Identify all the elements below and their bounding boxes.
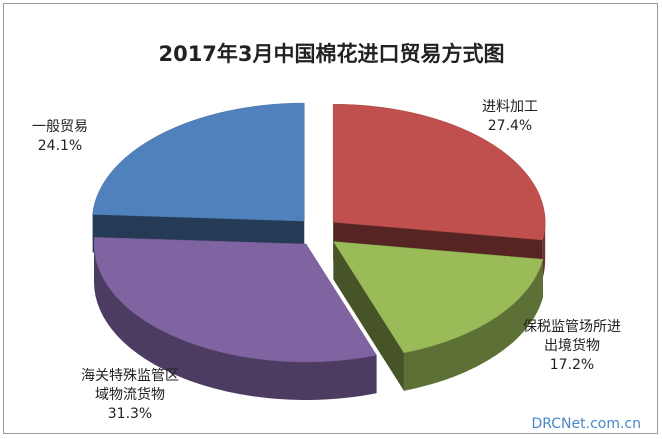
slice-wall [542, 222, 546, 278]
value-label: 31.3% [107, 406, 153, 422]
slice-side [333, 241, 404, 391]
slice-label: 海关特殊监管区域物流货物 31.3% [78, 367, 182, 424]
pie-slice [332, 103, 546, 241]
value-label: 27.4% [487, 118, 533, 134]
slice-wall [93, 243, 377, 400]
slice-label: 保税监管场所进出境货物 17.2% [520, 318, 624, 375]
category-label: 海关特殊监管区域物流货物 [81, 368, 179, 403]
category-label: 进料加工 [482, 99, 538, 115]
slice-label: 一般贸易 24.1% [8, 118, 112, 156]
category-label: 一般贸易 [32, 119, 88, 135]
value-label: 24.1% [37, 138, 83, 154]
chart-frame [3, 3, 658, 434]
slice-label: 进料加工 27.4% [458, 98, 562, 136]
pie-slice [92, 102, 305, 222]
category-label: 保税监管场所进出境货物 [523, 319, 621, 354]
watermark: DRCNet.com.cn [531, 416, 641, 432]
slice-wall [403, 259, 544, 391]
value-label: 17.2% [549, 357, 595, 373]
chart-title: 2017年3月中国棉花进口贸易方式图 [158, 42, 505, 66]
pie-slice [93, 237, 377, 363]
pie-slice [332, 241, 544, 354]
